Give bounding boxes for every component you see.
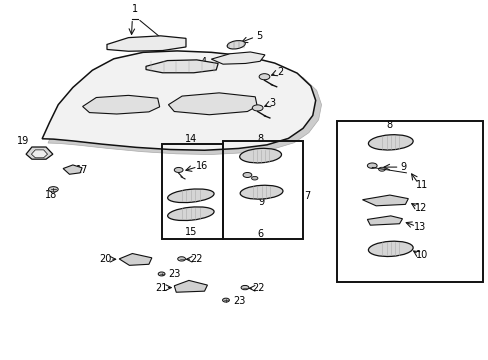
Polygon shape (82, 95, 159, 114)
Text: 15: 15 (184, 228, 197, 237)
Ellipse shape (366, 163, 376, 168)
Polygon shape (42, 51, 315, 150)
Ellipse shape (367, 135, 412, 150)
Text: 17: 17 (76, 165, 89, 175)
Bar (161, 144, 222, 239)
Polygon shape (31, 150, 47, 158)
Ellipse shape (251, 176, 257, 180)
Text: 11: 11 (415, 180, 427, 190)
Text: 10: 10 (415, 250, 427, 260)
Text: 2: 2 (276, 67, 283, 77)
Text: 19: 19 (17, 136, 29, 146)
Ellipse shape (158, 272, 164, 276)
Text: 4: 4 (201, 57, 206, 67)
Ellipse shape (174, 167, 183, 172)
Ellipse shape (227, 41, 245, 49)
Polygon shape (107, 36, 185, 51)
Ellipse shape (167, 189, 214, 203)
Text: 14: 14 (184, 134, 197, 144)
Text: 13: 13 (413, 222, 426, 232)
Ellipse shape (378, 167, 385, 171)
Text: 8: 8 (386, 120, 392, 130)
Text: 3: 3 (269, 98, 275, 108)
Text: 9: 9 (258, 197, 264, 207)
Polygon shape (146, 60, 218, 73)
Text: 6: 6 (257, 229, 263, 239)
Polygon shape (174, 280, 207, 292)
Ellipse shape (243, 172, 251, 177)
Ellipse shape (241, 285, 248, 290)
Ellipse shape (259, 74, 269, 80)
Polygon shape (119, 253, 152, 265)
Text: 16: 16 (195, 161, 207, 171)
Polygon shape (211, 52, 264, 64)
Text: 8: 8 (257, 134, 263, 144)
Polygon shape (48, 55, 321, 154)
Polygon shape (63, 165, 82, 174)
Text: 7: 7 (303, 191, 309, 201)
Text: 9: 9 (400, 162, 406, 172)
Ellipse shape (167, 207, 214, 221)
Text: 12: 12 (414, 203, 427, 213)
Polygon shape (168, 93, 257, 115)
Text: 5: 5 (256, 31, 262, 41)
Ellipse shape (252, 105, 263, 111)
Ellipse shape (222, 298, 229, 302)
Polygon shape (366, 216, 402, 225)
Bar (222, 140, 303, 239)
Text: 18: 18 (45, 190, 58, 200)
Polygon shape (362, 195, 407, 206)
Ellipse shape (239, 148, 281, 163)
Bar (336, 121, 483, 282)
Text: 23: 23 (232, 296, 244, 306)
Text: 22: 22 (190, 254, 203, 264)
Text: 22: 22 (252, 283, 264, 293)
Ellipse shape (48, 186, 58, 192)
Text: 21: 21 (155, 283, 167, 293)
Ellipse shape (367, 241, 412, 256)
Text: 1: 1 (131, 4, 138, 14)
Ellipse shape (240, 185, 283, 199)
Text: 20: 20 (99, 254, 111, 264)
Ellipse shape (177, 257, 185, 261)
Text: 23: 23 (167, 269, 180, 279)
Polygon shape (26, 147, 53, 159)
